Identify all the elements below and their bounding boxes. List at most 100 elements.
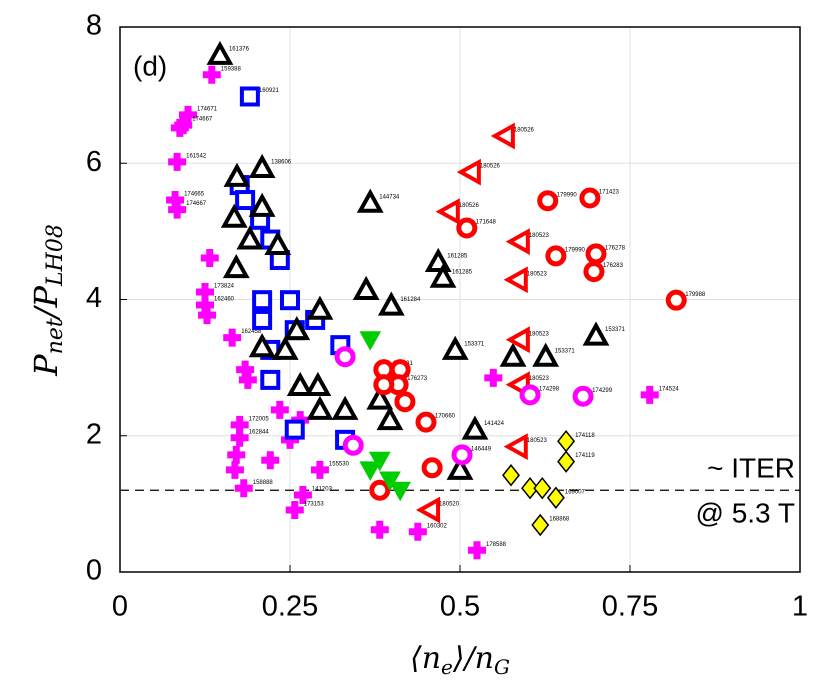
marker bbox=[640, 385, 659, 404]
point-label: 141424 bbox=[484, 421, 505, 427]
y-tick-label: 0 bbox=[86, 555, 102, 587]
marker bbox=[359, 331, 382, 351]
marker bbox=[456, 158, 481, 186]
marker bbox=[394, 391, 416, 413]
x-axis-label: ⟨ne⟩/nG bbox=[410, 641, 510, 679]
y-axis-label: Pnet/PLH08 bbox=[27, 224, 69, 377]
point-label: 141203 bbox=[312, 487, 333, 493]
marker bbox=[415, 496, 441, 524]
y-tick-label: 6 bbox=[86, 146, 102, 178]
marker bbox=[334, 346, 356, 368]
point-label: 180520 bbox=[439, 502, 460, 508]
marker bbox=[369, 479, 391, 501]
marker bbox=[223, 328, 242, 347]
marker bbox=[283, 316, 311, 341]
marker bbox=[557, 450, 576, 473]
point-label: 144734 bbox=[379, 194, 400, 200]
point-label: 180526 bbox=[514, 128, 535, 134]
marker bbox=[306, 295, 334, 320]
marker bbox=[502, 464, 520, 487]
point-label: 138606 bbox=[271, 160, 292, 166]
point-label: 180526 bbox=[480, 164, 501, 170]
annotation: @ 5.3 T bbox=[695, 497, 795, 528]
marker bbox=[503, 433, 528, 461]
marker bbox=[284, 419, 305, 440]
x-label-part: ⟨n bbox=[410, 641, 441, 676]
marker bbox=[202, 65, 221, 84]
point-label: 169007 bbox=[565, 489, 586, 495]
point-label: 146449 bbox=[471, 446, 492, 452]
marker bbox=[264, 230, 292, 255]
marker bbox=[168, 200, 187, 219]
point-label: 161376 bbox=[229, 47, 250, 53]
marker bbox=[441, 335, 469, 360]
marker bbox=[170, 118, 189, 137]
marker bbox=[352, 275, 380, 300]
marker bbox=[585, 243, 607, 265]
point-label: 176283 bbox=[603, 263, 624, 269]
marker bbox=[285, 501, 304, 520]
marker bbox=[531, 513, 550, 537]
point-label: 168868 bbox=[549, 517, 570, 523]
point-label: 174298 bbox=[539, 386, 560, 392]
point-label: 174671 bbox=[197, 106, 218, 112]
marker bbox=[304, 371, 332, 397]
marker bbox=[521, 477, 540, 500]
marker bbox=[179, 105, 197, 124]
point-label: 160302 bbox=[427, 523, 448, 529]
x-tick-label: 0 bbox=[112, 591, 128, 623]
x-tick-label: 0.75 bbox=[602, 591, 658, 623]
marker bbox=[230, 415, 249, 434]
y-tick-label: 2 bbox=[86, 418, 102, 450]
marker bbox=[557, 429, 576, 453]
y-label-part: net bbox=[43, 318, 68, 354]
point-label: 174524 bbox=[659, 386, 680, 392]
x-label-part: ⟩/n bbox=[452, 641, 494, 676]
annotation: ~ ITER bbox=[707, 452, 795, 483]
point-label: 162458 bbox=[241, 329, 262, 335]
x-tick-label: 0.25 bbox=[262, 591, 318, 623]
marker bbox=[537, 190, 559, 212]
marker bbox=[503, 266, 528, 294]
y-tick-label: 8 bbox=[86, 10, 102, 42]
point-label: 162844 bbox=[249, 429, 270, 435]
point-label: 170660 bbox=[435, 414, 456, 420]
marker bbox=[366, 385, 394, 410]
point-label: 179988 bbox=[685, 292, 706, 298]
marker bbox=[293, 486, 312, 505]
marker bbox=[206, 40, 234, 65]
marker bbox=[270, 400, 289, 419]
point-label: 174299 bbox=[592, 388, 613, 394]
point-label: 173824 bbox=[214, 284, 235, 290]
marker bbox=[583, 261, 605, 283]
x-label-part: G bbox=[494, 655, 510, 679]
marker bbox=[342, 434, 364, 456]
marker bbox=[198, 306, 217, 325]
marker bbox=[379, 471, 401, 492]
marker bbox=[446, 455, 474, 480]
marker bbox=[451, 444, 473, 466]
marker bbox=[435, 198, 460, 226]
marker bbox=[579, 187, 601, 209]
panel-label: (d) bbox=[133, 50, 167, 81]
point-label: 179990 bbox=[565, 247, 586, 253]
x-tick-label: 1 bbox=[792, 591, 808, 623]
point-label: 153371 bbox=[555, 348, 576, 354]
marker bbox=[331, 395, 359, 420]
marker bbox=[665, 289, 687, 311]
marker bbox=[546, 486, 565, 509]
marker bbox=[461, 415, 489, 440]
point-label: 173153 bbox=[304, 502, 325, 508]
marker bbox=[281, 430, 299, 449]
marker bbox=[196, 283, 214, 302]
marker bbox=[389, 481, 412, 502]
marker bbox=[415, 411, 437, 433]
marker bbox=[234, 479, 253, 498]
point-label: 161542 bbox=[186, 153, 207, 159]
marker bbox=[572, 385, 594, 407]
marker bbox=[252, 309, 273, 330]
marker bbox=[239, 86, 260, 107]
marker bbox=[533, 477, 552, 500]
marker bbox=[196, 295, 214, 314]
